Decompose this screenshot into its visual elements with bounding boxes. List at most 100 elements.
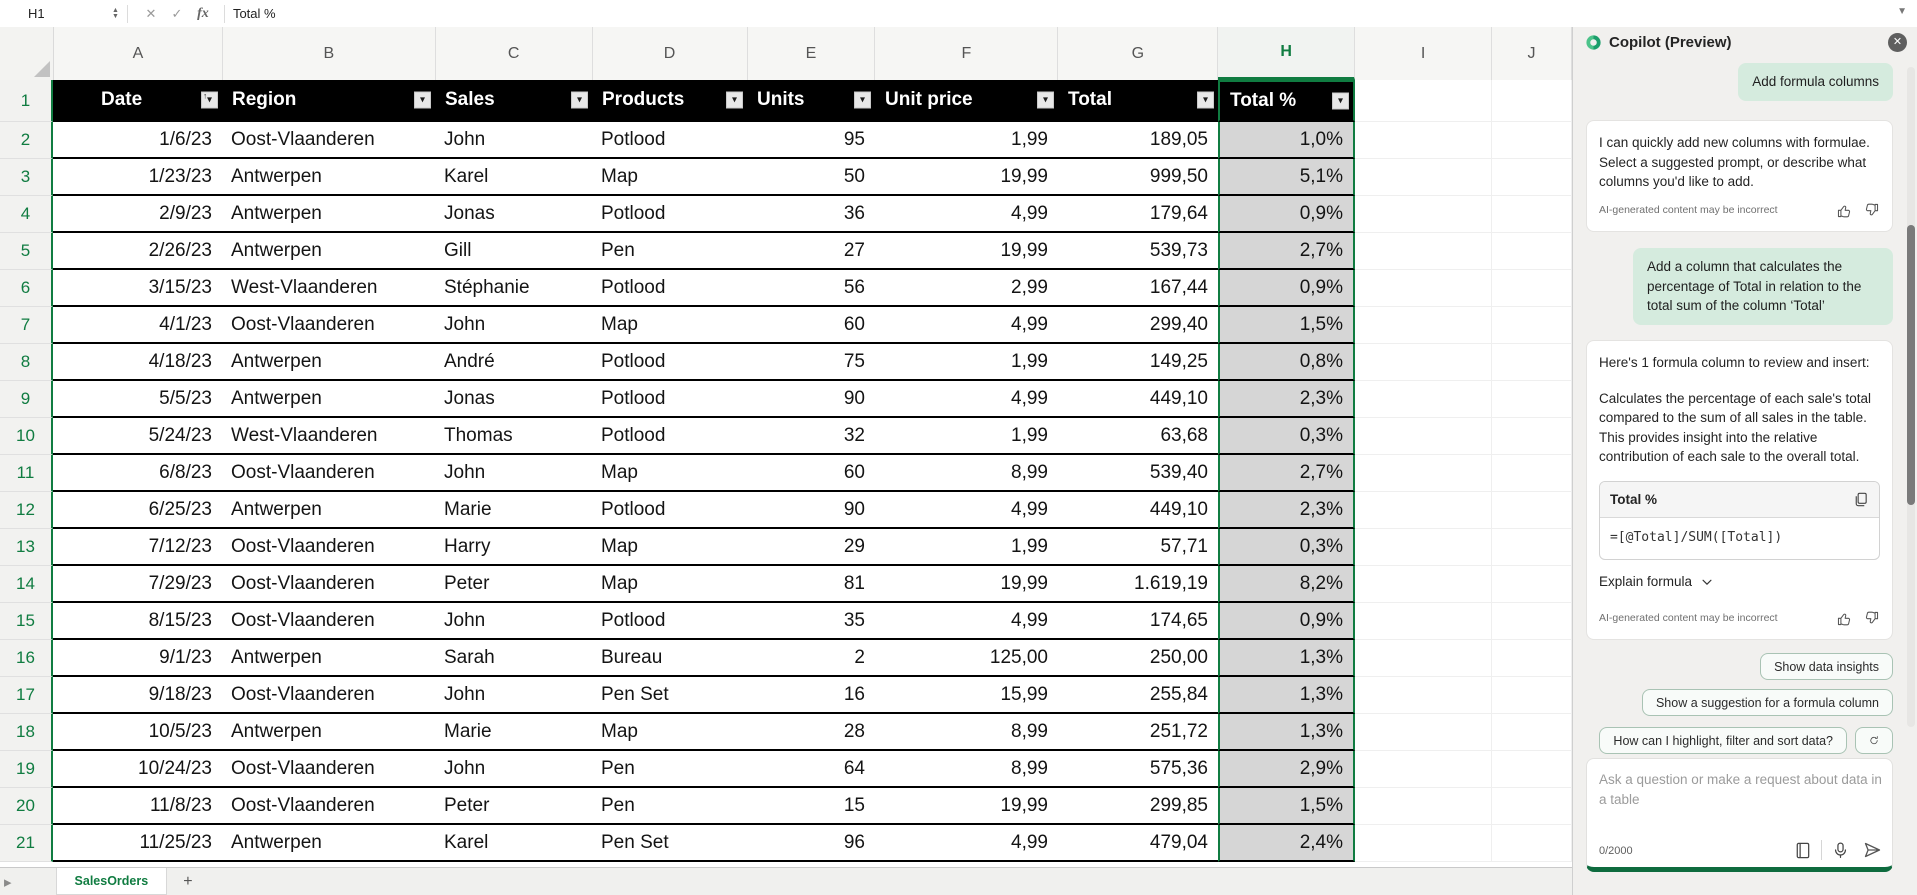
row-header-3[interactable]: 3 bbox=[0, 159, 53, 196]
table-cell[interactable]: 1,99 bbox=[875, 122, 1058, 159]
suggestion-chip-data-insights[interactable]: Show data insights bbox=[1760, 653, 1893, 680]
empty-cell[interactable] bbox=[1492, 603, 1572, 640]
table-cell[interactable]: Antwerpen bbox=[222, 159, 435, 196]
row-header-9[interactable]: 9 bbox=[0, 381, 53, 418]
table-cell[interactable]: 64 bbox=[747, 751, 875, 788]
table-cell[interactable]: Map bbox=[592, 529, 747, 566]
table-cell[interactable]: 0,9% bbox=[1218, 196, 1355, 233]
table-cell[interactable]: 6/25/23 bbox=[53, 492, 222, 529]
table-cell[interactable]: 50 bbox=[747, 159, 875, 196]
table-cell[interactable]: Bureau bbox=[592, 640, 747, 677]
table-cell[interactable]: Antwerpen bbox=[222, 381, 435, 418]
table-cell[interactable]: 56 bbox=[747, 270, 875, 307]
column-header-C[interactable]: C bbox=[436, 27, 593, 80]
table-cell[interactable]: Stéphanie bbox=[435, 270, 592, 307]
empty-cell[interactable] bbox=[1355, 122, 1492, 159]
table-cell[interactable]: 10/24/23 bbox=[53, 751, 222, 788]
formula-bar-value[interactable]: Total % bbox=[232, 6, 276, 21]
filter-dropdown-icon[interactable]: ▾ bbox=[571, 91, 588, 109]
table-cell[interactable]: 4/1/23 bbox=[53, 307, 222, 344]
table-cell[interactable]: Gill bbox=[435, 233, 592, 270]
column-header-D[interactable]: D bbox=[593, 27, 748, 80]
table-cell[interactable]: Potlood bbox=[592, 492, 747, 529]
filter-dropdown-icon[interactable]: ▾ bbox=[726, 91, 743, 109]
thumbs-up-icon[interactable] bbox=[1836, 202, 1853, 219]
table-cell[interactable]: 179,64 bbox=[1058, 196, 1218, 233]
empty-cell[interactable] bbox=[1355, 825, 1492, 862]
row-header-6[interactable]: 6 bbox=[0, 270, 53, 307]
table-cell[interactable]: 5/5/23 bbox=[53, 381, 222, 418]
table-cell[interactable]: 60 bbox=[747, 307, 875, 344]
empty-cell[interactable] bbox=[1492, 640, 1572, 677]
table-cell[interactable]: 2 bbox=[747, 640, 875, 677]
table-cell[interactable]: 539,73 bbox=[1058, 233, 1218, 270]
table-cell[interactable]: Pen bbox=[592, 788, 747, 825]
table-cell[interactable]: 4,99 bbox=[875, 492, 1058, 529]
row-header-19[interactable]: 19 bbox=[0, 751, 53, 788]
copilot-chat-input[interactable]: Ask a question or make a request about d… bbox=[1586, 758, 1893, 872]
sort-filter-dropdown-icon[interactable]: ▾ ↑ bbox=[201, 91, 218, 109]
table-cell[interactable]: Harry bbox=[435, 529, 592, 566]
table-cell[interactable]: Potlood bbox=[592, 122, 747, 159]
column-header-A[interactable]: A bbox=[54, 27, 223, 80]
column-header-B[interactable]: B bbox=[223, 27, 436, 80]
table-cell[interactable]: 2,4% bbox=[1218, 825, 1355, 862]
table-cell[interactable]: John bbox=[435, 307, 592, 344]
table-cell[interactable]: Oost-Vlaanderen bbox=[222, 566, 435, 603]
table-cell[interactable]: 81 bbox=[747, 566, 875, 603]
table-cell[interactable]: 27 bbox=[747, 233, 875, 270]
table-cell[interactable]: 4,99 bbox=[875, 603, 1058, 640]
table-cell[interactable]: 575,36 bbox=[1058, 751, 1218, 788]
empty-cell[interactable] bbox=[1492, 788, 1572, 825]
table-cell[interactable]: Oost-Vlaanderen bbox=[222, 122, 435, 159]
prompt-guide-icon[interactable] bbox=[1793, 841, 1812, 860]
empty-cell[interactable] bbox=[1355, 677, 1492, 714]
row-header-21[interactable]: 21 bbox=[0, 825, 53, 862]
table-cell[interactable]: 1,5% bbox=[1218, 788, 1355, 825]
table-header-cell[interactable]: Region ▾ bbox=[222, 80, 435, 122]
chat-scrollbar-thumb[interactable] bbox=[1907, 225, 1915, 505]
sheet-tab-salesorders[interactable]: SalesOrders bbox=[55, 868, 168, 895]
table-cell[interactable]: 2,9% bbox=[1218, 751, 1355, 788]
empty-cell[interactable] bbox=[1355, 418, 1492, 455]
table-cell[interactable]: 4,99 bbox=[875, 196, 1058, 233]
empty-cell[interactable] bbox=[1355, 344, 1492, 381]
table-cell[interactable]: Oost-Vlaanderen bbox=[222, 603, 435, 640]
table-cell[interactable]: Jonas bbox=[435, 196, 592, 233]
table-cell[interactable]: Oost-Vlaanderen bbox=[222, 788, 435, 825]
empty-cell[interactable] bbox=[1492, 492, 1572, 529]
empty-cell[interactable] bbox=[1492, 751, 1572, 788]
table-cell[interactable]: 2,99 bbox=[875, 270, 1058, 307]
table-cell[interactable]: John bbox=[435, 455, 592, 492]
table-cell[interactable]: 9/1/23 bbox=[53, 640, 222, 677]
empty-cell[interactable] bbox=[1492, 159, 1572, 196]
copy-icon[interactable] bbox=[1852, 491, 1869, 508]
table-cell[interactable]: Pen bbox=[592, 233, 747, 270]
empty-cell[interactable] bbox=[1492, 418, 1572, 455]
table-cell[interactable]: Karel bbox=[435, 825, 592, 862]
send-icon[interactable] bbox=[1862, 840, 1882, 860]
column-header-G[interactable]: G bbox=[1058, 27, 1219, 80]
table-cell[interactable]: Antwerpen bbox=[222, 196, 435, 233]
formula-text[interactable]: =[@Total]/SUM([Total]) bbox=[1610, 530, 1783, 546]
table-cell[interactable]: 10/5/23 bbox=[53, 714, 222, 751]
filter-dropdown-icon[interactable]: ▾ bbox=[854, 91, 871, 109]
table-cell[interactable]: 8/15/23 bbox=[53, 603, 222, 640]
sheet-nav-icon[interactable]: ▸ bbox=[4, 873, 12, 891]
name-box-spinner[interactable]: ▲ ▼ bbox=[112, 6, 119, 20]
table-cell[interactable]: 0,3% bbox=[1218, 418, 1355, 455]
table-cell[interactable]: 4,99 bbox=[875, 307, 1058, 344]
row-header-12[interactable]: 12 bbox=[0, 492, 53, 529]
empty-cell[interactable] bbox=[1355, 80, 1492, 122]
table-cell[interactable]: Potlood bbox=[592, 418, 747, 455]
table-cell[interactable]: 28 bbox=[747, 714, 875, 751]
empty-cell[interactable] bbox=[1492, 714, 1572, 751]
table-cell[interactable]: 4/18/23 bbox=[53, 344, 222, 381]
row-header-2[interactable]: 2 bbox=[0, 122, 53, 159]
empty-cell[interactable] bbox=[1355, 455, 1492, 492]
confirm-entry-icon[interactable]: ✓ bbox=[171, 5, 183, 21]
table-cell[interactable]: 2/9/23 bbox=[53, 196, 222, 233]
table-cell[interactable]: 15 bbox=[747, 788, 875, 825]
table-cell[interactable]: 11/25/23 bbox=[53, 825, 222, 862]
table-cell[interactable]: 16 bbox=[747, 677, 875, 714]
